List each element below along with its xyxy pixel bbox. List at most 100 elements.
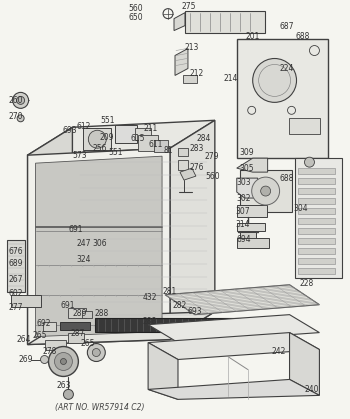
Bar (183, 75, 197, 83)
Bar (237, 205, 267, 217)
Text: 283: 283 (190, 144, 204, 153)
Polygon shape (148, 315, 320, 343)
Text: 275: 275 (182, 2, 196, 11)
Circle shape (304, 157, 314, 167)
Circle shape (253, 59, 296, 102)
Bar (178, 148, 188, 156)
Bar (237, 39, 328, 158)
Text: 560: 560 (205, 172, 219, 181)
Text: 278: 278 (43, 347, 57, 356)
Text: 314: 314 (236, 220, 250, 230)
Text: 691: 691 (61, 301, 75, 310)
Text: 693: 693 (188, 307, 203, 316)
Text: 281: 281 (162, 287, 176, 296)
Bar (298, 238, 335, 244)
Bar (294, 158, 342, 278)
Bar (288, 118, 320, 134)
Bar (298, 228, 335, 234)
Text: 612: 612 (76, 122, 91, 131)
Text: 432: 432 (142, 293, 157, 302)
Text: 687: 687 (280, 22, 294, 31)
Polygon shape (36, 156, 162, 336)
Polygon shape (237, 158, 268, 172)
Text: 676: 676 (9, 247, 23, 256)
Bar (237, 238, 269, 248)
Bar (240, 232, 256, 240)
Text: 276: 276 (190, 163, 204, 172)
Circle shape (88, 344, 105, 362)
Text: 324: 324 (76, 255, 91, 264)
Text: 691: 691 (68, 225, 83, 235)
Text: 240: 240 (304, 385, 319, 394)
Bar (10, 295, 41, 307)
Text: 288: 288 (142, 317, 156, 326)
Circle shape (41, 355, 49, 364)
Text: 650: 650 (128, 13, 143, 22)
Text: 688: 688 (295, 32, 310, 41)
Text: (ART NO. WR57914 C2): (ART NO. WR57914 C2) (56, 403, 145, 412)
Polygon shape (28, 312, 215, 344)
Bar (68, 308, 86, 318)
Bar (298, 268, 335, 274)
Circle shape (88, 130, 106, 148)
Bar (298, 218, 335, 224)
Text: 214: 214 (224, 74, 238, 83)
Text: 201: 201 (246, 32, 260, 41)
Polygon shape (28, 127, 72, 344)
Text: 289: 289 (72, 309, 87, 318)
Polygon shape (237, 178, 258, 198)
Text: 224: 224 (280, 64, 294, 73)
Text: 688: 688 (280, 173, 294, 183)
Text: 573: 573 (72, 151, 87, 160)
Bar (298, 178, 335, 184)
Polygon shape (28, 148, 170, 344)
Bar (7, 240, 24, 292)
Polygon shape (148, 333, 320, 360)
Polygon shape (170, 120, 215, 339)
Bar (298, 188, 335, 194)
Text: 307: 307 (236, 207, 250, 217)
Bar (43, 322, 56, 331)
Text: 303: 303 (237, 178, 251, 186)
Circle shape (55, 352, 72, 370)
Text: 260: 260 (9, 96, 23, 105)
Text: 551: 551 (108, 147, 123, 157)
Text: 306: 306 (92, 239, 107, 248)
Bar (298, 248, 335, 254)
Bar (82, 310, 92, 318)
Text: 602: 602 (9, 289, 23, 298)
Text: 269: 269 (19, 355, 33, 364)
Text: 81: 81 (163, 146, 173, 155)
Text: 284: 284 (197, 134, 211, 143)
Bar (185, 10, 265, 33)
Polygon shape (28, 120, 215, 155)
Polygon shape (180, 168, 196, 180)
Text: 279: 279 (205, 152, 219, 160)
Bar (298, 168, 335, 174)
Bar (115, 125, 137, 143)
Text: 611: 611 (148, 140, 162, 149)
Bar (95, 318, 289, 331)
Polygon shape (289, 333, 320, 396)
Circle shape (63, 389, 74, 399)
Text: 212: 212 (190, 69, 204, 78)
Text: 211: 211 (143, 124, 158, 133)
Polygon shape (165, 285, 320, 315)
Text: 277: 277 (9, 303, 23, 312)
Circle shape (17, 96, 25, 104)
Bar (298, 208, 335, 214)
Polygon shape (148, 380, 320, 399)
Bar (298, 198, 335, 204)
Text: 270: 270 (9, 112, 23, 121)
Bar (298, 258, 335, 264)
Circle shape (49, 347, 78, 376)
Bar (83, 128, 111, 150)
Polygon shape (175, 49, 188, 75)
Text: 304: 304 (294, 204, 308, 212)
Text: 551: 551 (100, 116, 115, 125)
Polygon shape (174, 13, 185, 31)
Bar (240, 170, 292, 212)
Text: 264: 264 (17, 335, 31, 344)
Text: 265: 265 (33, 331, 47, 340)
Text: 560: 560 (128, 4, 143, 13)
